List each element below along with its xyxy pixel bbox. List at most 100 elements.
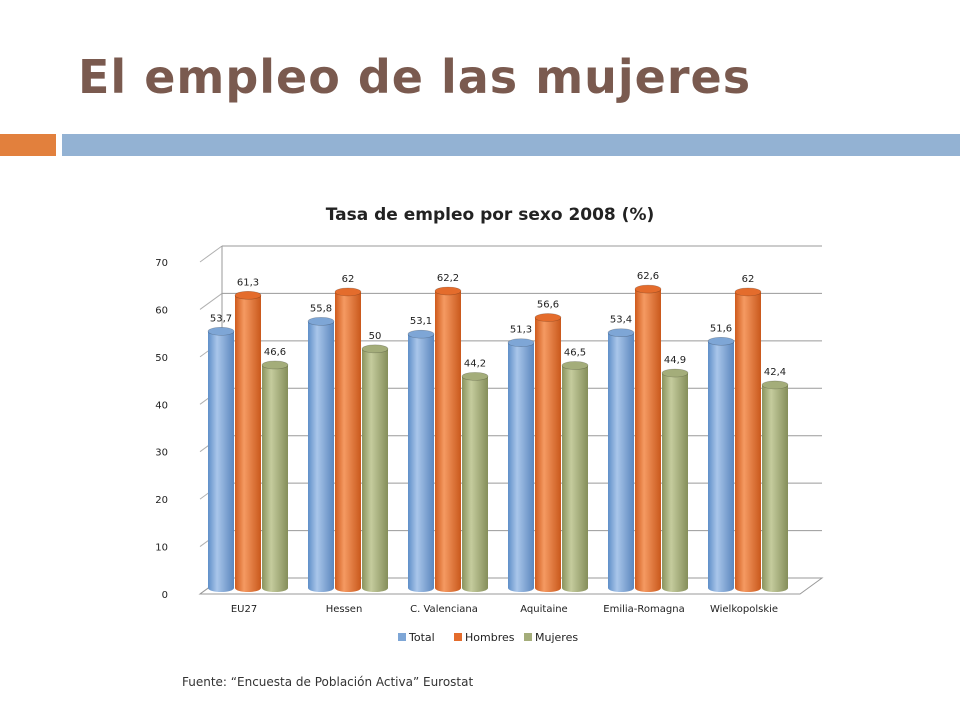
bar-body <box>662 373 688 588</box>
bar-bottom <box>308 584 334 592</box>
data-label: 51,3 <box>510 325 532 336</box>
bar-bottom <box>435 584 461 592</box>
data-label: 53,4 <box>610 315 632 326</box>
page-title: El empleo de las mujeres <box>78 50 752 104</box>
bar-bottom <box>235 584 261 592</box>
bar-bottom <box>208 584 234 592</box>
bar-mujeres <box>461 372 489 592</box>
bar-top <box>207 327 235 336</box>
data-label: 55,8 <box>310 303 332 314</box>
bar-mujeres <box>361 344 389 592</box>
data-label: 62 <box>742 274 755 285</box>
bar-body <box>408 334 434 588</box>
bar-mujeres <box>761 380 789 592</box>
data-label: 44,2 <box>464 358 486 369</box>
bar-top <box>434 286 462 296</box>
bar-bottom <box>708 584 734 592</box>
gridline-side <box>199 293 223 310</box>
bar-top <box>707 336 735 346</box>
data-label: 44,9 <box>664 355 686 366</box>
legend-swatch <box>454 633 462 641</box>
x-tick-label: Aquitaine <box>520 604 567 615</box>
bar-mujeres <box>661 368 689 592</box>
bar-top <box>234 290 262 300</box>
bar-bottom <box>335 584 361 592</box>
legend-swatch <box>524 633 532 641</box>
bar-top <box>634 284 662 294</box>
bar-top <box>734 287 762 297</box>
bar-hombres <box>334 287 362 592</box>
bar-body <box>562 365 588 588</box>
data-label: 46,5 <box>564 347 586 358</box>
bar-top <box>407 329 435 339</box>
y-tick-label: 50 <box>155 353 168 364</box>
bar-mujeres <box>261 360 289 592</box>
bar-bottom <box>635 584 661 592</box>
data-label: 46,6 <box>264 347 286 358</box>
bar-top <box>761 380 789 390</box>
x-tick-label: C. Valenciana <box>410 604 478 615</box>
bar-body <box>635 289 661 588</box>
bar-total <box>507 338 535 592</box>
gridline-side <box>199 245 223 263</box>
bar-bottom <box>608 584 634 592</box>
bar-hombres <box>534 313 562 592</box>
bar-bottom <box>408 584 434 592</box>
legend-label: Total <box>408 631 435 644</box>
bar-body <box>235 295 261 588</box>
bar-bottom <box>562 584 588 592</box>
legend-label: Hombres <box>465 631 515 644</box>
accent-bar <box>0 134 56 156</box>
bar-hombres <box>434 286 462 592</box>
bar-body <box>508 342 534 588</box>
bar-hombres <box>634 284 662 592</box>
bar-total <box>307 317 335 592</box>
data-label: 62,6 <box>637 271 659 282</box>
bar-body <box>535 317 561 588</box>
bar-body <box>262 364 288 588</box>
y-tick-label: 60 <box>155 305 168 316</box>
y-tick-label: 0 <box>162 590 168 601</box>
bar-bottom <box>535 584 561 592</box>
legend-label: Mujeres <box>535 631 578 644</box>
x-tick-label: EU27 <box>231 604 257 615</box>
data-label: 42,4 <box>764 367 786 378</box>
bar-top <box>507 338 535 347</box>
y-tick-label: 70 <box>155 258 168 269</box>
bar-top <box>334 287 362 297</box>
y-tick-label: 10 <box>155 543 168 554</box>
bar-total <box>207 327 235 592</box>
bar-mujeres <box>561 361 589 592</box>
y-tick-label: 40 <box>155 400 168 411</box>
data-label: 50 <box>369 331 382 342</box>
bar-total <box>707 336 735 592</box>
bar-hombres <box>234 290 262 592</box>
source-note: Fuente: “Encuesta de Población Activa” E… <box>182 675 474 689</box>
bar-body <box>608 332 634 588</box>
bar-top <box>661 368 689 378</box>
data-label: 61,3 <box>237 277 259 288</box>
bar-bottom <box>508 584 534 592</box>
bar-body <box>362 348 388 588</box>
chart-title: Tasa de empleo por sexo 2008 (%) <box>326 205 655 225</box>
bar-bottom <box>462 584 488 592</box>
data-label: 53,7 <box>210 313 232 324</box>
bar-top <box>307 317 335 326</box>
title-underline-bar <box>62 134 960 156</box>
bar-top <box>361 344 389 354</box>
bar-bottom <box>262 584 288 592</box>
bar-bottom <box>362 584 388 592</box>
bar-total <box>607 328 635 592</box>
bar-body <box>308 321 334 588</box>
bar-body <box>708 341 734 588</box>
bar-body <box>208 331 234 588</box>
data-label: 53,1 <box>410 316 432 327</box>
bar-hombres <box>734 287 762 592</box>
bar-chart: Tasa de empleo por sexo 2008 (%) 0 10 20 30… <box>155 205 824 644</box>
y-tick-label: 20 <box>155 495 168 506</box>
bar-body <box>335 291 361 588</box>
bar-bottom <box>662 584 688 592</box>
data-label: 51,6 <box>710 323 732 334</box>
x-tick-label: Wielkopolskie <box>710 604 778 615</box>
bar-top <box>461 372 489 381</box>
